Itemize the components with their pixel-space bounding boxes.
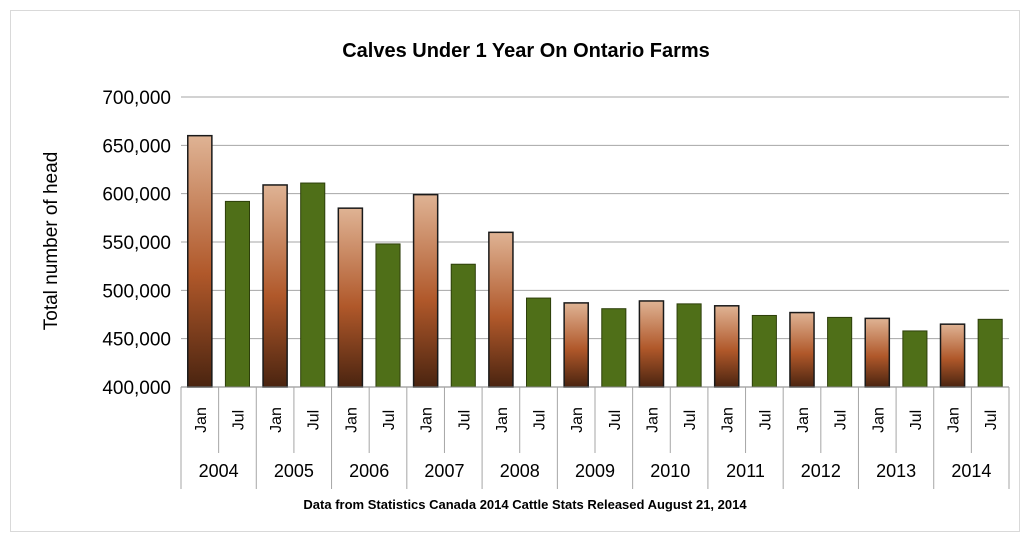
source-note: Data from Statistics Canada 2014 Cattle …: [303, 497, 747, 512]
month-label: Jan: [795, 407, 812, 433]
y-tick-label: 650,000: [102, 136, 171, 157]
month-label: Jul: [532, 410, 549, 430]
year-label: 2005: [274, 461, 314, 481]
month-label: Jul: [983, 410, 1000, 430]
month-label: Jul: [833, 410, 850, 430]
month-label: Jul: [682, 410, 699, 430]
month-label: Jul: [908, 410, 925, 430]
month-label: Jul: [230, 410, 247, 430]
bar-2005-jan: [262, 184, 288, 388]
month-label: Jul: [381, 410, 398, 430]
bar-2011-jan: [713, 305, 740, 388]
year-label: 2014: [951, 461, 991, 481]
bar-2011-jul: [751, 314, 777, 388]
month-label: Jan: [343, 407, 360, 433]
bar-2014-jan: [939, 323, 966, 388]
chart-title: Calves Under 1 Year On Ontario Farms: [342, 40, 710, 62]
month-label: Jan: [946, 407, 963, 433]
bar-2009-jul: [601, 308, 627, 388]
month-label: Jul: [456, 410, 473, 430]
month-label: Jan: [419, 407, 436, 433]
year-label: 2008: [500, 461, 540, 481]
bar-2008-jan: [488, 231, 514, 388]
month-label: Jan: [870, 407, 887, 433]
bar-2014-jul: [977, 318, 1003, 388]
year-label: 2010: [650, 461, 690, 481]
bar-2009-jan: [563, 302, 589, 388]
bar-2004-jul: [224, 200, 250, 388]
year-label: 2011: [726, 461, 765, 481]
bar-2007-jan: [412, 193, 439, 388]
y-tick-label: 600,000: [102, 185, 171, 206]
year-label: 2012: [801, 461, 841, 481]
year-label: 2004: [199, 461, 239, 481]
bars: [187, 134, 1003, 388]
year-label: 2009: [575, 461, 615, 481]
bar-2010-jul: [676, 303, 702, 388]
y-tick-label: 400,000: [102, 378, 171, 399]
y-axis-ticks: 400,000 450,000 500,000 550,000 600,000 650,0…: [102, 88, 171, 399]
month-label: Jan: [644, 407, 661, 433]
bar-2012-jul: [827, 316, 853, 388]
y-tick-label: 700,000: [102, 88, 171, 109]
bar-2013-jul: [902, 330, 928, 388]
year-label: 2013: [876, 461, 916, 481]
year-label: 2006: [349, 461, 389, 481]
month-label: Jan: [193, 407, 210, 433]
month-label: Jul: [757, 410, 774, 430]
bar-2006-jul: [375, 243, 401, 388]
month-label: Jul: [306, 410, 323, 430]
month-label: Jan: [268, 407, 285, 433]
y-tick-label: 500,000: [102, 281, 171, 302]
month-label: Jan: [569, 407, 586, 433]
y-tick-label: 450,000: [102, 330, 171, 351]
bar-chart: Calves Under 1 Year On Ontario Farms Tot…: [41, 40, 1010, 512]
bar-2004-jan: [187, 134, 213, 388]
bar-2005-jul: [300, 182, 326, 388]
y-tick-label: 550,000: [102, 233, 171, 254]
bar-2007-jul: [450, 263, 476, 388]
bar-2012-jan: [789, 311, 815, 388]
y-axis-label: Total number of head: [41, 152, 62, 331]
month-label: Jan: [720, 407, 737, 433]
bar-2006-jan: [337, 207, 364, 388]
bar-2013-jan: [864, 317, 891, 388]
bar-2008-jul: [526, 297, 552, 388]
month-label: Jul: [607, 410, 624, 430]
x-axis: Jan Jul Jan Jul Jan Jul Jan Jul Jan Jul Jan Jul Jan J…: [180, 386, 1010, 489]
year-label: 2007: [424, 461, 464, 481]
bar-2010-jan: [638, 300, 665, 388]
chart-frame: Calves Under 1 Year On Ontario Farms Tot…: [10, 10, 1020, 532]
month-label: Jan: [494, 407, 511, 433]
